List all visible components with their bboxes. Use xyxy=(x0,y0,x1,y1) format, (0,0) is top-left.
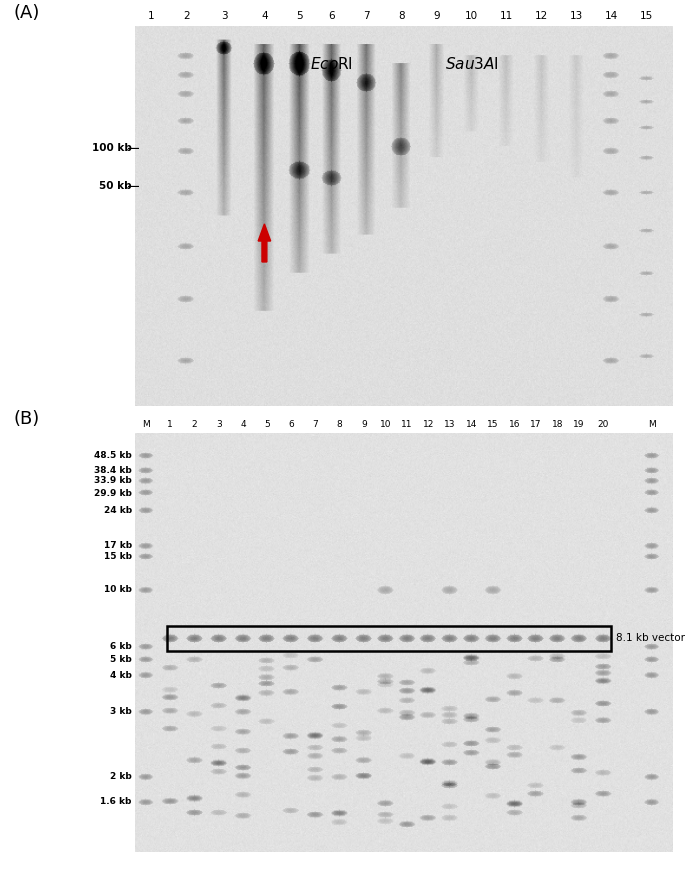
Text: 12: 12 xyxy=(535,11,548,21)
Text: 2 kb: 2 kb xyxy=(110,772,132,781)
Text: 18: 18 xyxy=(552,420,564,429)
Text: 6: 6 xyxy=(289,420,294,429)
Text: 15: 15 xyxy=(487,420,499,429)
Text: 17 kb: 17 kb xyxy=(103,541,132,551)
Text: 19: 19 xyxy=(573,420,585,429)
Text: 10 kb: 10 kb xyxy=(104,586,132,594)
Text: 13: 13 xyxy=(444,420,456,429)
Text: 9: 9 xyxy=(433,11,440,21)
Text: (B): (B) xyxy=(14,410,40,428)
Text: 4: 4 xyxy=(261,11,268,21)
Text: 50 kb: 50 kb xyxy=(99,181,132,191)
Text: 11: 11 xyxy=(500,11,513,21)
Text: 15 kb: 15 kb xyxy=(104,551,132,561)
Text: 16: 16 xyxy=(509,420,520,429)
Text: 7: 7 xyxy=(312,420,319,429)
Text: 38.4 kb: 38.4 kb xyxy=(94,466,132,475)
Text: 20: 20 xyxy=(598,420,609,429)
Text: 5 kb: 5 kb xyxy=(110,655,132,663)
Text: 48.5 kb: 48.5 kb xyxy=(94,451,132,461)
Text: $\it{Eco}$RI: $\it{Eco}$RI xyxy=(310,56,353,73)
Text: 1.6 kb: 1.6 kb xyxy=(101,797,132,807)
Text: 1: 1 xyxy=(148,11,155,21)
Text: 100 kb: 100 kb xyxy=(92,142,132,153)
Text: 10: 10 xyxy=(380,420,391,429)
Text: 13: 13 xyxy=(570,11,583,21)
Text: 7: 7 xyxy=(363,11,370,21)
Text: 14: 14 xyxy=(466,420,477,429)
Text: 6: 6 xyxy=(328,11,335,21)
Text: 8: 8 xyxy=(398,11,405,21)
Text: 1: 1 xyxy=(167,420,174,429)
Text: 4 kb: 4 kb xyxy=(110,671,132,681)
Text: 3: 3 xyxy=(216,420,221,429)
Text: 2: 2 xyxy=(192,420,197,429)
Text: 4: 4 xyxy=(240,420,246,429)
Text: 3 kb: 3 kb xyxy=(110,707,132,716)
Text: 5: 5 xyxy=(296,11,303,21)
Text: 11: 11 xyxy=(401,420,413,429)
Text: 15: 15 xyxy=(640,11,653,21)
Text: 5: 5 xyxy=(264,420,270,429)
Text: 8.1 kb vector: 8.1 kb vector xyxy=(616,633,686,643)
Text: (A): (A) xyxy=(14,3,40,22)
Text: 10: 10 xyxy=(465,11,478,21)
Text: 12: 12 xyxy=(423,420,434,429)
Text: 17: 17 xyxy=(530,420,542,429)
Text: 29.9 kb: 29.9 kb xyxy=(94,489,132,498)
Text: 6 kb: 6 kb xyxy=(110,642,132,651)
Text: 9: 9 xyxy=(361,420,367,429)
Text: 8: 8 xyxy=(337,420,343,429)
Text: 3: 3 xyxy=(221,11,228,21)
Text: $\it{Sau3A}$I: $\it{Sau3A}$I xyxy=(445,56,498,73)
Text: 14: 14 xyxy=(604,11,618,21)
Text: 24 kb: 24 kb xyxy=(103,506,132,515)
Text: 33.9 kb: 33.9 kb xyxy=(94,476,132,485)
Text: M: M xyxy=(648,420,656,429)
Text: 2: 2 xyxy=(183,11,189,21)
Text: M: M xyxy=(142,420,150,429)
